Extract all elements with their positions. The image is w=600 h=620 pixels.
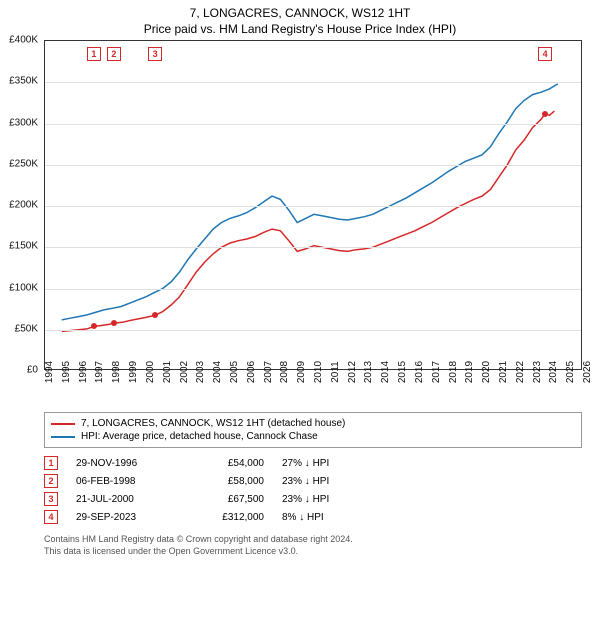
x-tick-label: 2009 bbox=[296, 361, 307, 383]
sales-marker: 3 bbox=[44, 492, 58, 506]
sales-row: 1 29-NOV-1996 £54,000 27% ↓ HPI bbox=[44, 454, 582, 472]
sales-diff: 8% ↓ HPI bbox=[282, 512, 372, 523]
sales-date: 06-FEB-1998 bbox=[76, 476, 176, 487]
sales-table: 1 29-NOV-1996 £54,000 27% ↓ HPI 2 06-FEB-1998… bbox=[44, 454, 582, 526]
x-tick-label: 1995 bbox=[61, 361, 72, 383]
x-tick-label: 1999 bbox=[128, 361, 139, 383]
x-tick-label: 2023 bbox=[532, 361, 543, 383]
sales-marker: 2 bbox=[44, 474, 58, 488]
x-tick-label: 2004 bbox=[212, 361, 223, 383]
sale-point bbox=[542, 111, 548, 117]
x-tick-label: 2024 bbox=[548, 361, 559, 383]
y-tick-label: £350K bbox=[9, 76, 38, 87]
gridline bbox=[45, 124, 581, 125]
x-tick-label: 2011 bbox=[330, 361, 341, 383]
x-tick-label: 2002 bbox=[179, 361, 190, 383]
x-tick-label: 2018 bbox=[448, 361, 459, 383]
y-tick-label: £0 bbox=[27, 365, 38, 376]
chart-area: £0£50K£100K£150K£200K£250K£300K£350K£400… bbox=[44, 40, 582, 370]
y-tick-label: £150K bbox=[9, 241, 38, 252]
sales-date: 29-SEP-2023 bbox=[76, 512, 176, 523]
chart-subtitle: Price paid vs. HM Land Registry's House … bbox=[0, 20, 600, 40]
sales-row: 3 21-JUL-2000 £67,500 23% ↓ HPI bbox=[44, 490, 582, 508]
x-axis-labels: 1994199519961997199819992000200120022003… bbox=[44, 370, 582, 406]
y-tick-label: £50K bbox=[15, 323, 38, 334]
x-tick-label: 1998 bbox=[111, 361, 122, 383]
sales-row: 4 29-SEP-2023 £312,000 8% ↓ HPI bbox=[44, 508, 582, 526]
y-tick-label: £100K bbox=[9, 282, 38, 293]
y-tick-label: £250K bbox=[9, 158, 38, 169]
y-axis-labels: £0£50K£100K£150K£200K£250K£300K£350K£400… bbox=[0, 40, 40, 370]
x-tick-label: 2021 bbox=[498, 361, 509, 383]
x-tick-label: 2016 bbox=[414, 361, 425, 383]
sales-price: £54,000 bbox=[194, 458, 264, 469]
sales-date: 21-JUL-2000 bbox=[76, 494, 176, 505]
gridline bbox=[45, 247, 581, 248]
chart-marker: 1 bbox=[87, 47, 101, 61]
x-tick-label: 1994 bbox=[44, 361, 55, 383]
x-tick-label: 2014 bbox=[380, 361, 391, 383]
sales-diff: 23% ↓ HPI bbox=[282, 476, 372, 487]
x-tick-label: 2005 bbox=[229, 361, 240, 383]
sales-marker: 4 bbox=[44, 510, 58, 524]
sales-price: £67,500 bbox=[194, 494, 264, 505]
legend-label: 7, LONGACRES, CANNOCK, WS12 1HT (detache… bbox=[81, 418, 345, 429]
sales-diff: 23% ↓ HPI bbox=[282, 494, 372, 505]
gridline bbox=[45, 206, 581, 207]
gridline bbox=[45, 165, 581, 166]
x-tick-label: 2000 bbox=[145, 361, 156, 383]
chart-marker: 2 bbox=[107, 47, 121, 61]
legend-swatch bbox=[51, 436, 75, 438]
gridline bbox=[45, 289, 581, 290]
x-tick-label: 2015 bbox=[397, 361, 408, 383]
x-tick-label: 2017 bbox=[431, 361, 442, 383]
legend-swatch bbox=[51, 423, 75, 425]
sales-price: £58,000 bbox=[194, 476, 264, 487]
y-tick-label: £200K bbox=[9, 200, 38, 211]
x-tick-label: 2007 bbox=[263, 361, 274, 383]
x-tick-label: 2025 bbox=[565, 361, 576, 383]
legend-item: HPI: Average price, detached house, Cann… bbox=[51, 430, 575, 443]
sale-point bbox=[111, 320, 117, 326]
x-tick-label: 2026 bbox=[582, 361, 593, 383]
chart-marker: 4 bbox=[538, 47, 552, 61]
x-tick-label: 2010 bbox=[313, 361, 324, 383]
series-hpi bbox=[62, 84, 558, 320]
y-tick-label: £300K bbox=[9, 117, 38, 128]
sales-row: 2 06-FEB-1998 £58,000 23% ↓ HPI bbox=[44, 472, 582, 490]
legend-item: 7, LONGACRES, CANNOCK, WS12 1HT (detache… bbox=[51, 417, 575, 430]
sales-marker: 1 bbox=[44, 456, 58, 470]
x-tick-label: 1996 bbox=[78, 361, 89, 383]
sale-point bbox=[152, 312, 158, 318]
x-tick-label: 2013 bbox=[363, 361, 374, 383]
gridline bbox=[45, 330, 581, 331]
x-tick-label: 2008 bbox=[279, 361, 290, 383]
plot-area: 12 3 4 bbox=[44, 40, 582, 370]
footer-attribution: Contains HM Land Registry data © Crown c… bbox=[44, 534, 582, 557]
sales-date: 29-NOV-1996 bbox=[76, 458, 176, 469]
footer-line1: Contains HM Land Registry data © Crown c… bbox=[44, 534, 582, 546]
x-tick-label: 2003 bbox=[195, 361, 206, 383]
x-tick-label: 2006 bbox=[246, 361, 257, 383]
x-tick-label: 2020 bbox=[481, 361, 492, 383]
x-tick-label: 2012 bbox=[347, 361, 358, 383]
y-tick-label: £400K bbox=[9, 35, 38, 46]
sales-diff: 27% ↓ HPI bbox=[282, 458, 372, 469]
legend-label: HPI: Average price, detached house, Cann… bbox=[81, 431, 318, 442]
footer-line2: This data is licensed under the Open Gov… bbox=[44, 546, 582, 558]
x-tick-label: 2019 bbox=[464, 361, 475, 383]
sale-point bbox=[91, 323, 97, 329]
chart-title: 7, LONGACRES, CANNOCK, WS12 1HT bbox=[0, 0, 600, 20]
legend: 7, LONGACRES, CANNOCK, WS12 1HT (detache… bbox=[44, 412, 582, 448]
x-tick-label: 2022 bbox=[515, 361, 526, 383]
gridline bbox=[45, 82, 581, 83]
series-property bbox=[62, 111, 555, 331]
x-tick-label: 1997 bbox=[94, 361, 105, 383]
x-tick-label: 2001 bbox=[162, 361, 173, 383]
chart-marker: 3 bbox=[148, 47, 162, 61]
chart-container: 7, LONGACRES, CANNOCK, WS12 1HT Price pa… bbox=[0, 0, 600, 620]
sales-price: £312,000 bbox=[194, 512, 264, 523]
